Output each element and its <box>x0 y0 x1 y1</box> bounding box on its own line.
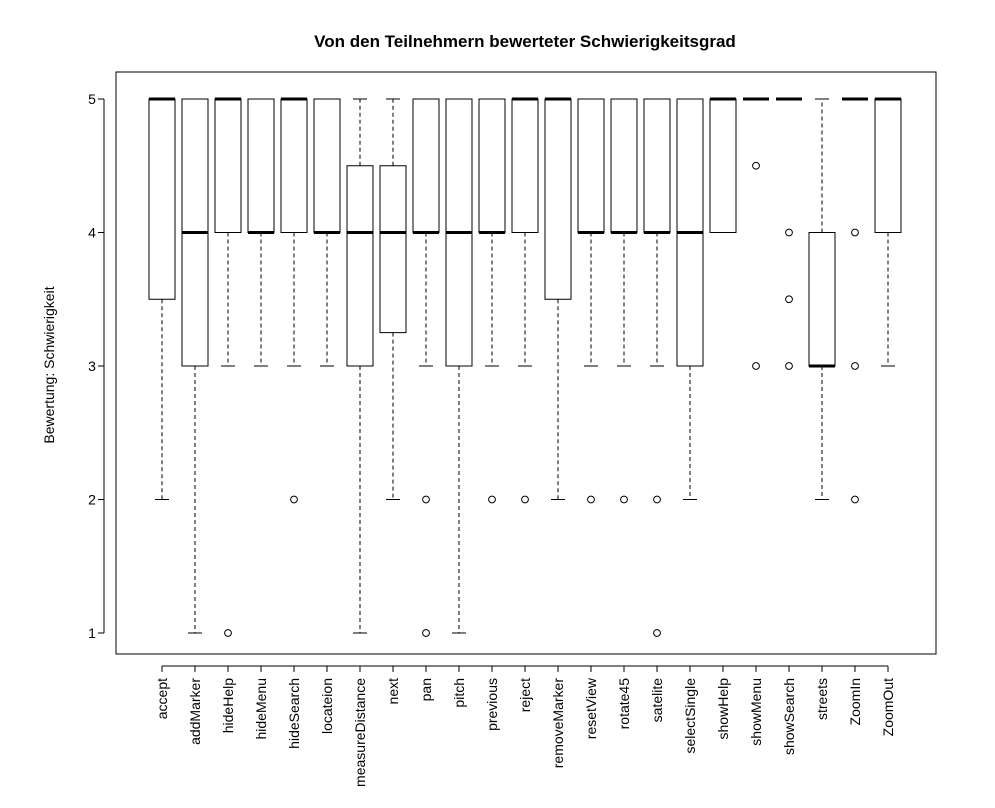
x-tick-label: streets <box>814 678 830 720</box>
box-measureDistance <box>346 98 374 634</box>
box-rect <box>577 98 605 233</box>
x-tick-label: selectSingle <box>682 678 698 754</box>
box-removeMarker <box>544 97 572 500</box>
box-rect <box>709 98 737 233</box>
box-pan <box>412 98 440 637</box>
y-tick-label: 4 <box>88 225 96 241</box>
box-rect <box>412 98 440 233</box>
box-hideHelp <box>214 97 242 637</box>
x-axis: accept addMarker hideHelp hideMenu hideSearc… <box>154 665 896 787</box>
x-tick-label: next <box>385 678 401 705</box>
box-rect <box>346 165 374 367</box>
x-tick-label: hideHelp <box>220 678 236 733</box>
y-axis-label: Bewertung: Schwierigkeit <box>41 286 57 443</box>
outlier-point <box>653 629 661 637</box>
box-selectSingle <box>676 98 704 500</box>
box-streets <box>808 98 836 500</box>
y-tick-label: 5 <box>88 91 96 107</box>
box-rect <box>379 165 407 334</box>
outlier-point <box>851 362 859 370</box>
box-reject <box>511 97 539 504</box>
x-tick-label: hideSearch <box>286 678 302 749</box>
y-tick-label: 1 <box>88 625 96 641</box>
box-next <box>379 98 407 500</box>
box-showSearch <box>776 97 802 370</box>
x-tick-label: accept <box>154 678 170 719</box>
box-satelite <box>643 98 671 637</box>
outlier-point <box>422 495 430 504</box>
box-rect <box>280 98 308 233</box>
y-axis: 1 2 3 4 5 <box>88 91 105 641</box>
x-tick-label: measureDistance <box>352 678 368 787</box>
x-tick-label: rotate45 <box>616 678 632 730</box>
boxes-layer <box>148 97 902 637</box>
box-locateion <box>313 98 341 367</box>
outlier-point <box>653 495 661 504</box>
box-showMenu <box>743 97 769 370</box>
box-rect <box>544 98 572 300</box>
box-rect <box>214 98 242 233</box>
box-resetView <box>577 98 605 504</box>
outlier-point <box>422 629 430 637</box>
box-rect <box>610 98 638 233</box>
outlier-point <box>290 495 298 504</box>
box-ZoomIn <box>842 97 868 504</box>
x-tick-label: previous <box>484 678 500 731</box>
outlier-point <box>224 629 232 637</box>
x-tick-label: locateion <box>319 678 335 734</box>
outlier-point <box>752 362 760 370</box>
box-previous <box>478 98 506 504</box>
outlier-point <box>488 495 496 504</box>
x-tick-label: addMarker <box>187 678 203 745</box>
box-rect <box>313 98 341 233</box>
y-tick-label: 3 <box>88 358 96 374</box>
outlier-point <box>752 161 760 170</box>
box-rect <box>478 98 506 233</box>
x-tick-label: ZoomIn <box>847 678 863 725</box>
box-pitch <box>445 98 473 634</box>
outlier-point <box>785 362 793 370</box>
box-rect <box>643 98 671 233</box>
box-rect <box>808 232 836 367</box>
x-tick-label: reject <box>517 678 533 712</box>
outlier-point <box>851 495 859 504</box>
outlier-point <box>620 495 628 504</box>
x-tick-label: pitch <box>451 678 467 708</box>
box-accept <box>148 97 176 500</box>
chart-title: Von den Teilnehmern bewerteter Schwierig… <box>314 32 736 51</box>
outlier-point <box>587 495 595 504</box>
x-tick-label: showHelp <box>715 678 731 740</box>
x-tick-label: resetView <box>583 677 599 739</box>
box-rect <box>874 98 902 233</box>
outlier-point <box>851 228 859 237</box>
box-hideSearch <box>280 97 308 504</box>
x-tick-label: showMenu <box>748 678 764 746</box>
y-tick-label: 2 <box>88 492 96 508</box>
x-tick-label: showSearch <box>781 678 797 755</box>
x-tick-label: satelite <box>649 678 665 723</box>
box-rect <box>247 98 275 233</box>
x-tick-label: ZoomOut <box>880 678 896 736</box>
x-tick-label: removeMarker <box>550 678 566 769</box>
outlier-point <box>785 228 793 237</box>
outlier-point <box>785 295 793 304</box>
outlier-point <box>521 495 529 504</box>
box-showHelp <box>709 97 737 233</box>
box-ZoomOut <box>874 97 902 367</box>
x-tick-label: hideMenu <box>253 678 269 740</box>
box-hideMenu <box>247 98 275 367</box>
plot-frame <box>115 71 937 655</box>
box-rotate45 <box>610 98 638 504</box>
box-rect <box>511 98 539 233</box>
box-rect <box>148 98 176 300</box>
box-addMarker <box>181 98 209 634</box>
x-tick-label: pan <box>418 678 434 701</box>
